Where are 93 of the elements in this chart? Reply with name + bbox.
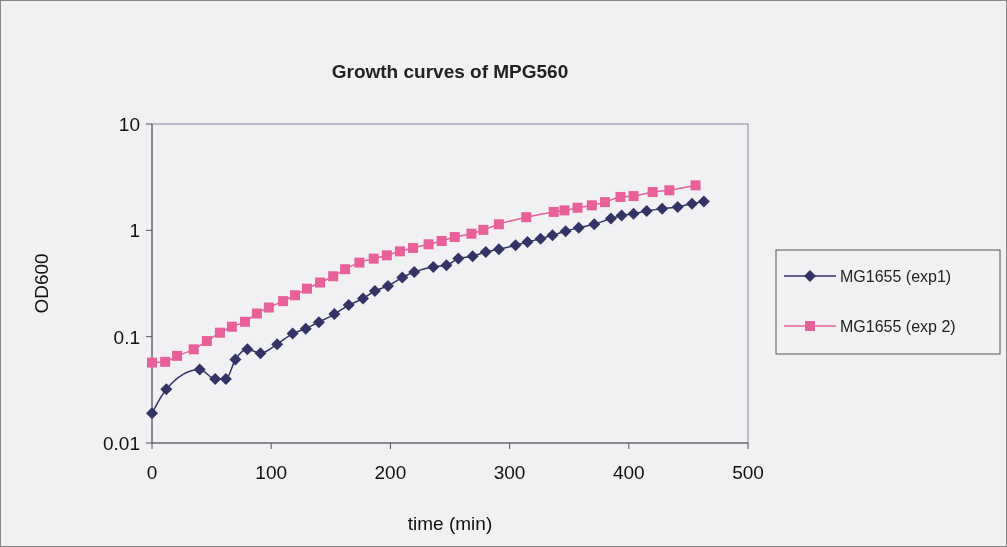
y-tick-label: 1	[129, 220, 140, 242]
point	[394, 246, 405, 257]
point	[368, 284, 381, 297]
point	[627, 207, 640, 220]
y-axis-title: OD600	[31, 253, 52, 314]
point	[315, 277, 326, 288]
point	[615, 191, 626, 202]
point	[521, 212, 532, 223]
point	[436, 235, 447, 246]
point	[229, 353, 242, 366]
point	[312, 316, 325, 329]
point	[226, 321, 237, 332]
point	[201, 336, 212, 347]
point	[241, 343, 254, 356]
point	[548, 206, 559, 217]
point	[604, 212, 617, 225]
point	[478, 224, 489, 235]
point	[301, 283, 312, 294]
point	[423, 239, 434, 250]
point	[427, 260, 440, 273]
point	[628, 191, 639, 202]
point	[354, 257, 365, 268]
y-tick-label: 10	[118, 114, 140, 135]
point	[572, 221, 585, 234]
point	[299, 322, 312, 335]
point	[396, 271, 409, 284]
x-tick-label: 200	[374, 462, 407, 483]
point	[440, 259, 453, 272]
point	[356, 292, 369, 305]
point	[466, 250, 479, 263]
point	[271, 338, 284, 351]
point	[408, 265, 421, 278]
x-tick-label: 0	[146, 462, 158, 483]
x-tick-label: 300	[493, 462, 526, 483]
point	[559, 205, 570, 216]
point	[254, 347, 267, 360]
point	[559, 225, 572, 238]
point	[382, 279, 395, 292]
point	[328, 271, 339, 282]
point	[172, 350, 183, 361]
point	[160, 356, 171, 367]
point	[509, 239, 522, 252]
point	[546, 229, 559, 242]
point	[599, 197, 610, 208]
point	[146, 407, 158, 420]
point	[534, 232, 547, 245]
y-tick-label: 0.01	[103, 433, 140, 454]
point	[160, 383, 173, 396]
point	[656, 202, 669, 215]
point	[251, 308, 262, 319]
point	[640, 205, 653, 217]
point	[408, 242, 419, 253]
point	[449, 232, 460, 243]
point	[340, 264, 351, 275]
legend-label: MG1655 (exp1)	[840, 268, 952, 285]
point	[328, 308, 341, 321]
point	[572, 202, 583, 213]
y-tick-label: 0.1	[113, 326, 140, 348]
point	[342, 299, 355, 312]
point	[671, 200, 684, 213]
point	[147, 357, 157, 368]
point	[263, 302, 274, 313]
point	[239, 316, 250, 327]
point	[647, 187, 658, 198]
point	[209, 372, 222, 385]
point	[685, 197, 698, 210]
point	[492, 243, 505, 256]
point	[493, 219, 504, 230]
point	[278, 296, 289, 307]
point	[452, 252, 465, 265]
point	[690, 180, 701, 191]
chart-title: Growth curves of MPG560	[331, 61, 569, 82]
point	[286, 327, 299, 340]
point	[479, 245, 492, 258]
point	[664, 185, 675, 196]
point	[219, 372, 232, 385]
point	[588, 218, 601, 231]
point	[521, 235, 534, 248]
x-axis-title: time (min)	[407, 513, 493, 534]
x-tick-label: 400	[612, 462, 645, 483]
point	[290, 290, 301, 301]
x-tick-label: 100	[255, 462, 288, 483]
point	[615, 209, 628, 222]
x-tick-label: 500	[732, 462, 764, 483]
point	[214, 327, 225, 338]
point	[466, 228, 477, 239]
point	[586, 200, 597, 211]
point	[381, 250, 392, 261]
point	[193, 363, 206, 376]
legend-label: MG1655 (exp 2)	[840, 318, 956, 335]
point	[368, 253, 379, 264]
point	[188, 344, 199, 355]
point	[697, 195, 710, 208]
